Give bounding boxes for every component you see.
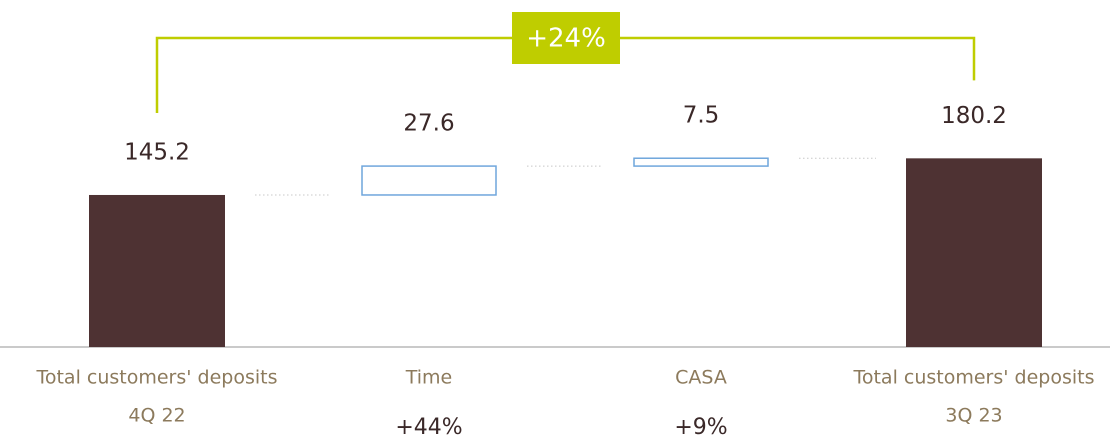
bar — [906, 158, 1042, 347]
category-sublabel: 4Q 22 — [128, 405, 185, 427]
value-label: 27.6 — [403, 111, 454, 137]
annotation-box — [512, 12, 620, 64]
bar — [633, 157, 769, 167]
bar — [361, 165, 497, 196]
change-label: +44% — [395, 415, 462, 439]
category-label: Time — [405, 367, 453, 389]
bar — [89, 194, 225, 347]
annotation-text: +24% — [526, 24, 606, 54]
category-label: CASA — [675, 367, 727, 389]
value-label: 7.5 — [683, 103, 720, 129]
category-label: Total customers' deposits — [852, 367, 1094, 389]
change-label: +9% — [674, 415, 727, 439]
category-sublabel: 3Q 23 — [945, 405, 1002, 427]
value-label: 145.2 — [124, 139, 190, 165]
value-label: 180.2 — [941, 103, 1007, 129]
category-label: Total customers' deposits — [35, 367, 277, 389]
